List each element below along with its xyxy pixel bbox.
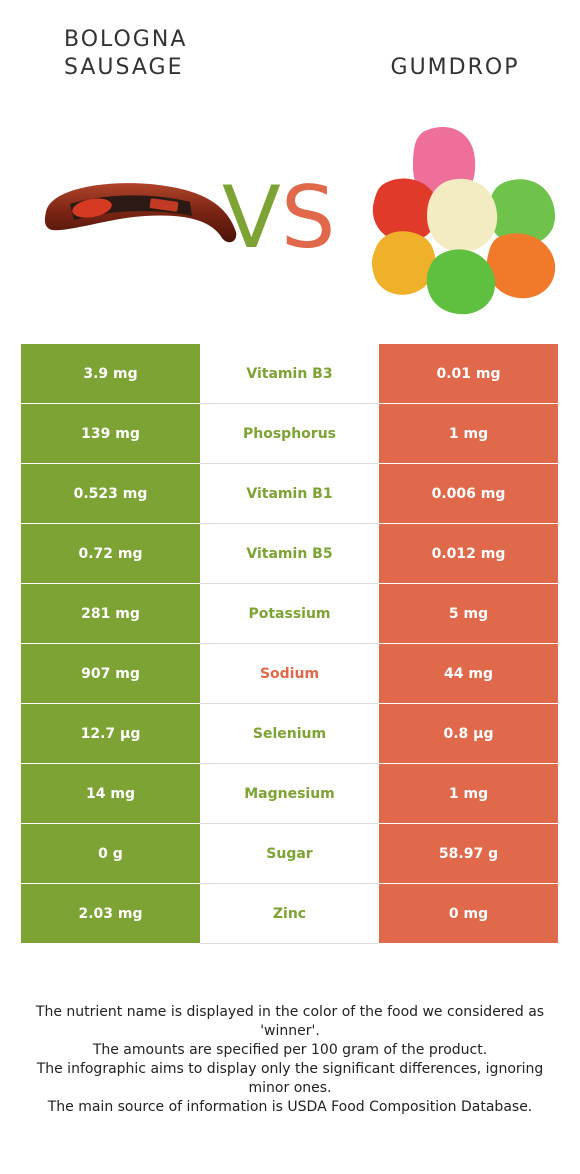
nutrient-name: Magnesium — [200, 763, 379, 824]
title-line-2: SAUSAGE — [64, 55, 184, 80]
nutrient-name: Selenium — [200, 703, 379, 764]
left-value: 0.72 mg — [21, 523, 200, 584]
table-row: 0 g Sugar 58.97 g — [21, 823, 558, 884]
footer-note-winner: The nutrient name is displayed in the co… — [35, 1004, 545, 1039]
left-value: 2.03 mg — [21, 883, 200, 944]
left-value: 14 mg — [21, 763, 200, 824]
table-row: 907 mg Sodium 44 mg — [21, 643, 558, 704]
gumdrop-title: GUMDROP — [390, 55, 520, 80]
left-value: 3.9 mg — [21, 344, 200, 404]
left-value: 12.7 µg — [21, 703, 200, 764]
nutrient-table-body: 3.9 mg Vitamin B3 0.01 mg 139 mg Phospho… — [21, 344, 558, 944]
right-value: 1 mg — [379, 403, 558, 464]
table-row: 3.9 mg Vitamin B3 0.01 mg — [21, 344, 558, 404]
nutrient-comparison-table: 3.9 mg Vitamin B3 0.01 mg 139 mg Phospho… — [21, 344, 558, 944]
nutrient-name: Phosphorus — [200, 403, 379, 464]
vs-s: S — [280, 168, 336, 268]
left-value: 0.523 mg — [21, 463, 200, 524]
right-value: 1 mg — [379, 763, 558, 824]
vs-label: VS — [222, 168, 335, 268]
nutrient-name: Vitamin B3 — [200, 344, 379, 404]
title-line-1: BOLOGNA — [64, 27, 188, 52]
footer-note-source: The main source of information is USDA F… — [47, 1099, 533, 1115]
nutrient-name: Sodium — [200, 643, 379, 704]
right-value: 0 mg — [379, 883, 558, 944]
table-row: 12.7 µg Selenium 0.8 µg — [21, 703, 558, 764]
nutrient-name: Vitamin B1 — [200, 463, 379, 524]
footer-note-amounts: The amounts are specified per 100 gram o… — [92, 1042, 488, 1058]
nutrient-name: Zinc — [200, 883, 379, 944]
footer-note-differences: The infographic aims to display only the… — [36, 1061, 544, 1096]
nutrient-name: Potassium — [200, 583, 379, 644]
table-row: 0.72 mg Vitamin B5 0.012 mg — [21, 523, 558, 584]
footer-notes: The nutrient name is displayed in the co… — [20, 1003, 560, 1117]
gumdrop-image — [372, 127, 556, 315]
left-value: 0 g — [21, 823, 200, 884]
table-row: 0.523 mg Vitamin B1 0.006 mg — [21, 463, 558, 524]
right-value: 58.97 g — [379, 823, 558, 884]
table-row: 14 mg Magnesium 1 mg — [21, 763, 558, 824]
nutrient-name: Sugar — [200, 823, 379, 884]
right-value: 0.01 mg — [379, 344, 558, 404]
bologna-sausage-image — [44, 183, 237, 243]
right-value: 5 mg — [379, 583, 558, 644]
left-value: 907 mg — [21, 643, 200, 704]
right-value: 44 mg — [379, 643, 558, 704]
table-row: 281 mg Potassium 5 mg — [21, 583, 558, 644]
right-value: 0.8 µg — [379, 703, 558, 764]
table-row: 2.03 mg Zinc 0 mg — [21, 883, 558, 944]
bologna-sausage-title: BOLOGNA SAUSAGE — [64, 26, 264, 82]
vs-v: V — [222, 168, 281, 268]
table-row: 139 mg Phosphorus 1 mg — [21, 403, 558, 464]
left-value: 139 mg — [21, 403, 200, 464]
right-value: 0.006 mg — [379, 463, 558, 524]
nutrient-name: Vitamin B5 — [200, 523, 379, 584]
left-value: 281 mg — [21, 583, 200, 644]
right-value: 0.012 mg — [379, 523, 558, 584]
